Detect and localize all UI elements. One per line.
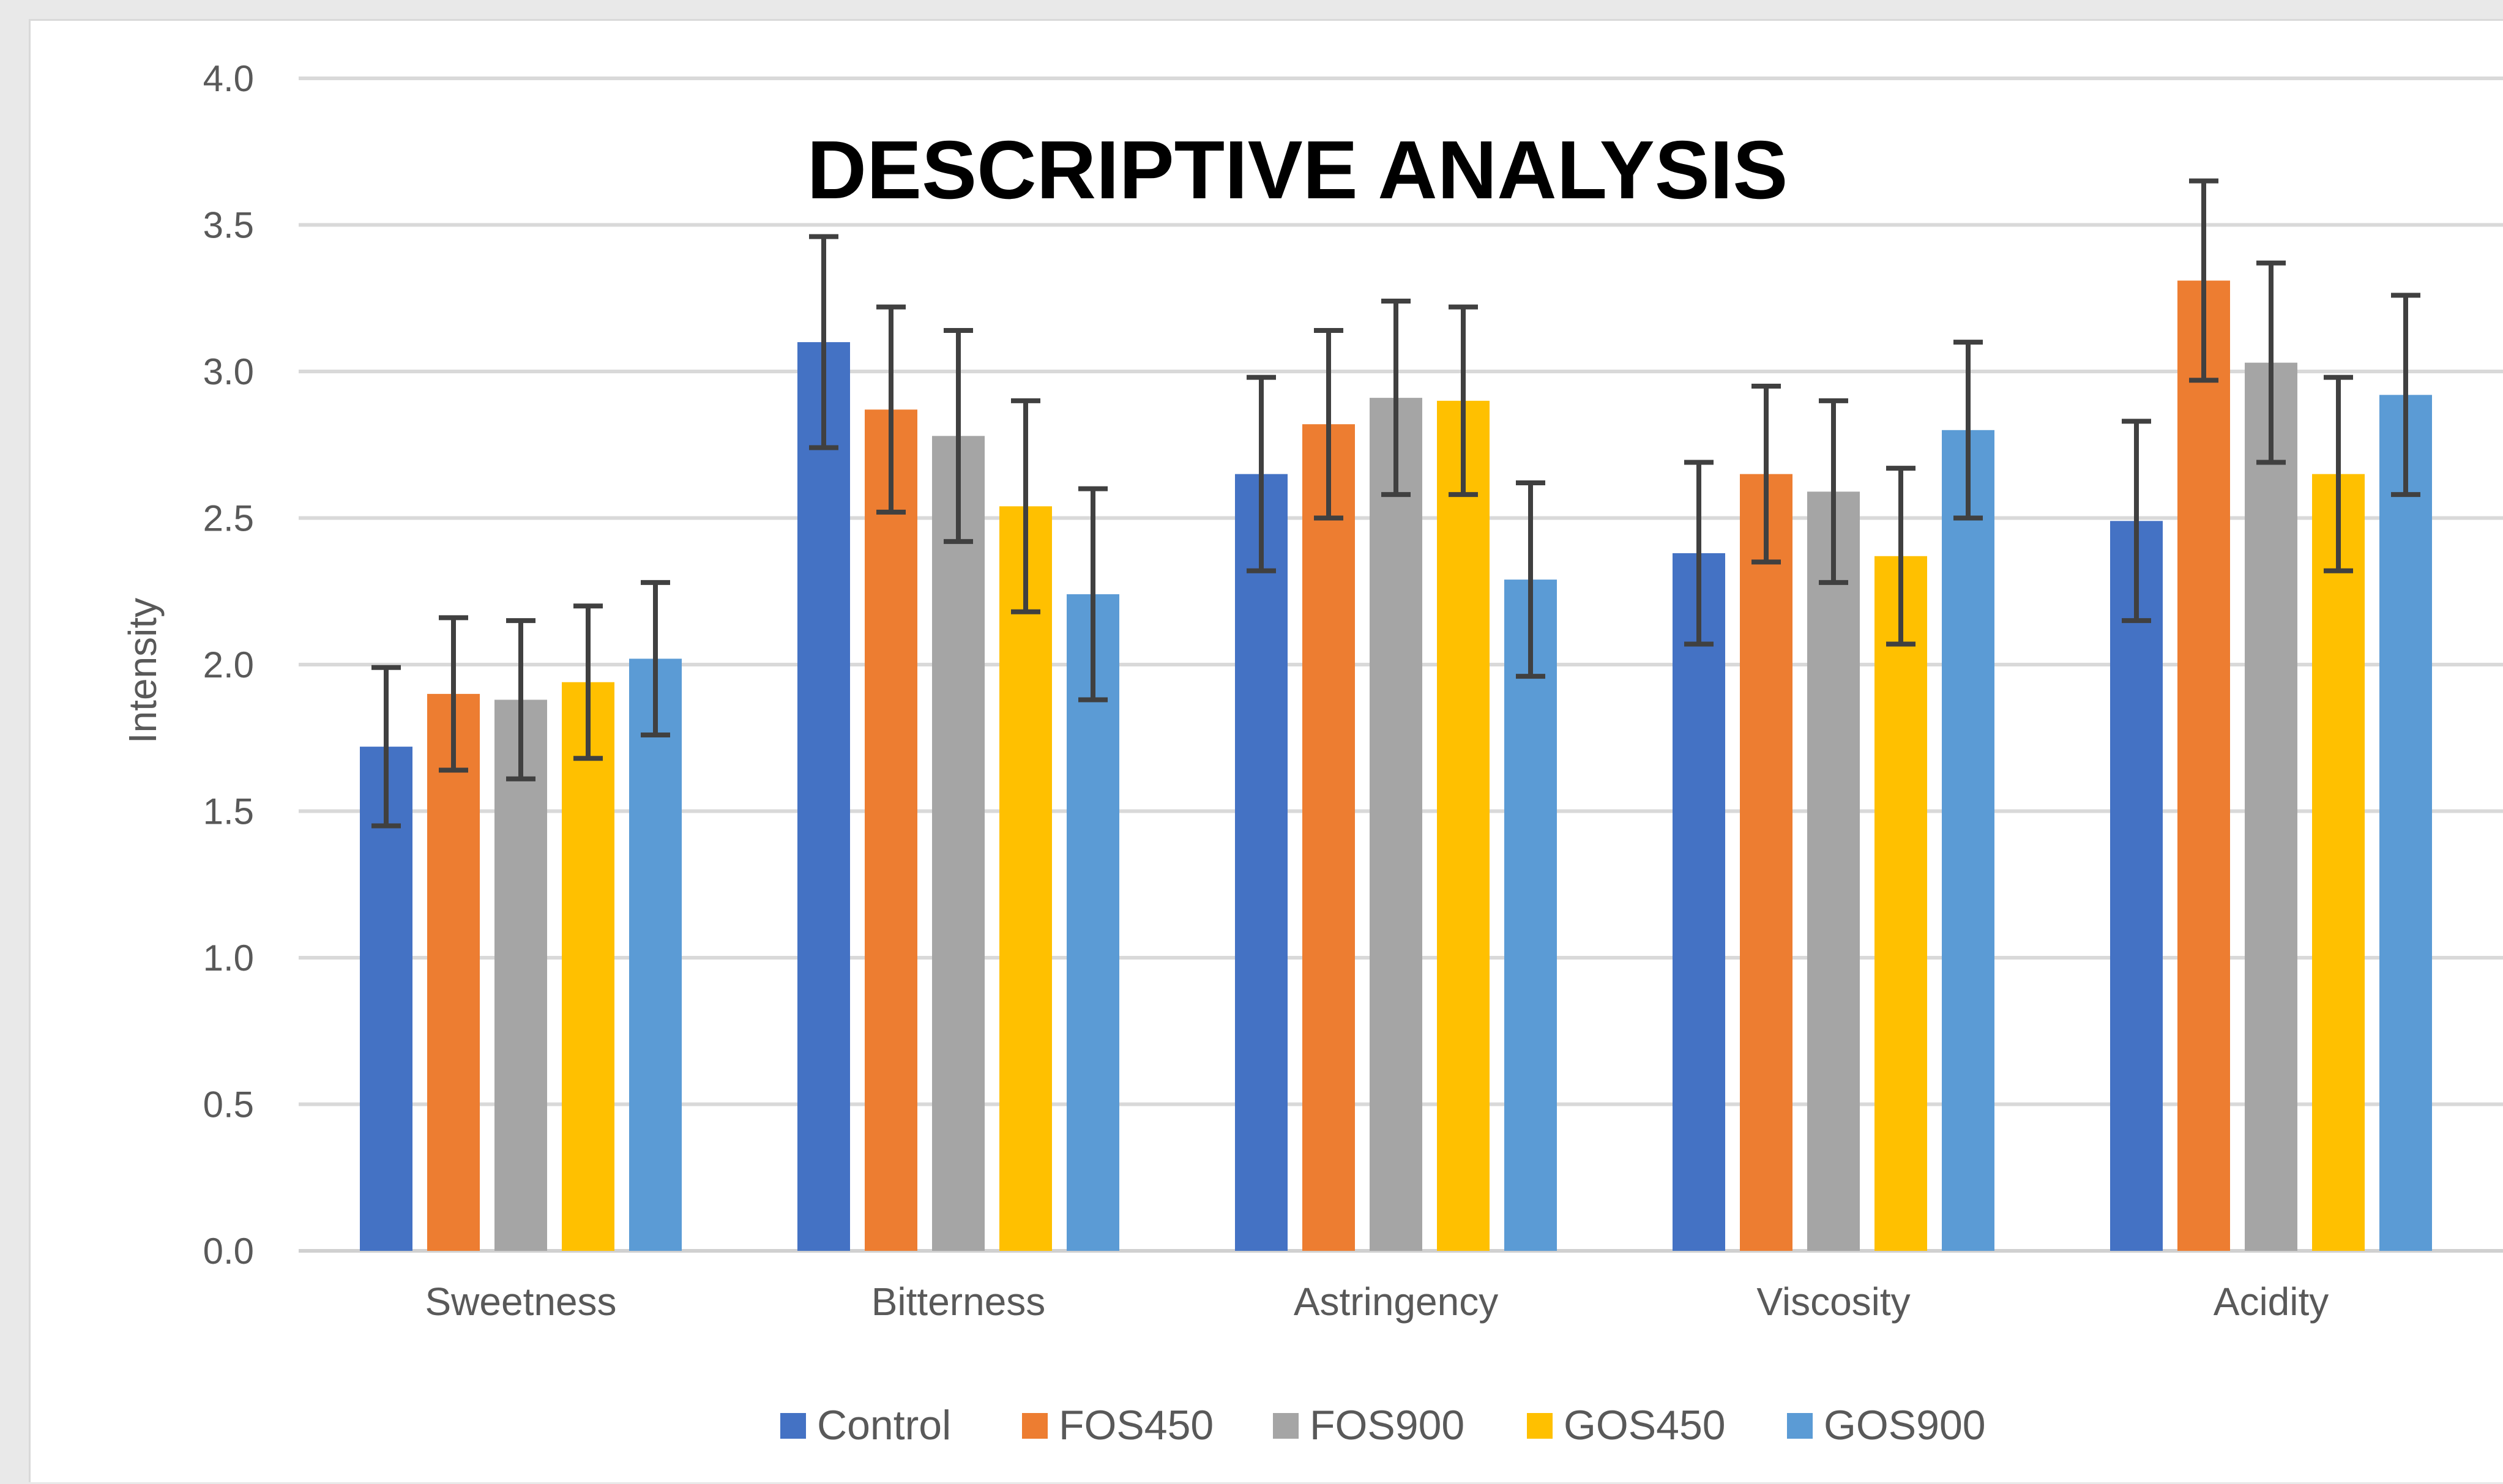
bar (1370, 398, 1422, 1251)
legend-swatch (780, 1413, 806, 1439)
bar (932, 436, 985, 1251)
bar (427, 693, 480, 1251)
legend-item: FOS900 (1273, 1402, 1464, 1449)
error-bar (1381, 299, 1411, 498)
chart-canvas: 0.0 0.5 1.0 1.5 2.0 2.5 3.0 3.5 4.0 Sweetness Bit… (121, 58, 2503, 1449)
legend-swatch (1787, 1413, 1813, 1439)
bar (2379, 395, 2432, 1251)
x-category-label: Sweetness (425, 1280, 616, 1324)
error-bar (944, 327, 973, 544)
error-bar (573, 603, 603, 761)
y-tick-label: 0.5 (203, 1084, 254, 1125)
error-bar (371, 665, 401, 829)
legend-swatch (1527, 1413, 1553, 1439)
bar (1235, 474, 1288, 1251)
bar (494, 699, 547, 1251)
bar (1807, 491, 1860, 1251)
error-bar (1751, 383, 1781, 565)
error-bar (2324, 375, 2353, 573)
error-bar (1078, 486, 1108, 703)
legend-label: GOS450 (1564, 1402, 1726, 1449)
error-bar (641, 580, 670, 737)
legend-label: Control (817, 1402, 951, 1449)
bar (797, 342, 850, 1251)
error-bar (876, 304, 906, 515)
error-bar (506, 618, 535, 781)
error-bar (2122, 419, 2151, 624)
legend-label: FOS900 (1310, 1402, 1464, 1449)
x-category-label: Viscosity (1756, 1280, 1910, 1324)
x-category-label: Bitterness (871, 1280, 1046, 1324)
error-bar (1247, 375, 1276, 573)
legend-item: GOS450 (1527, 1402, 1726, 1449)
y-tick-label: 4.0 (203, 58, 254, 99)
y-tick-label: 0.0 (203, 1231, 254, 1272)
bar (2312, 474, 2365, 1251)
error-bar (439, 615, 468, 773)
x-category-label: Astringency (1294, 1280, 1498, 1324)
error-bar (809, 234, 838, 450)
bar (2245, 362, 2297, 1251)
y-axis-title: Intensity (121, 598, 165, 744)
bar (629, 658, 682, 1251)
bar (360, 747, 412, 1251)
y-axis-ticks: 0.0 0.5 1.0 1.5 2.0 2.5 3.0 3.5 4.0 (203, 58, 254, 1272)
error-bar (2391, 293, 2420, 498)
y-tick-label: 1.0 (203, 938, 254, 979)
bar (1673, 553, 1725, 1251)
legend: Control FOS450 FOS900 GOS450 GOS900 (780, 1402, 1986, 1449)
error-bar (1819, 398, 1848, 585)
bar (999, 506, 1052, 1251)
error-bar (1011, 398, 1040, 614)
error-bar (1449, 304, 1478, 498)
legend-item: Control (780, 1402, 951, 1449)
y-tick-label: 1.5 (203, 791, 254, 832)
bar (1437, 400, 1490, 1251)
bar (2110, 521, 2163, 1251)
error-bars (371, 178, 2420, 829)
legend-label: GOS900 (1824, 1402, 1986, 1449)
error-bar (1516, 480, 1545, 679)
bar (1302, 424, 1355, 1251)
chart-frame: 0.0 0.5 1.0 1.5 2.0 2.5 3.0 3.5 4.0 Sweetness Bit… (29, 19, 2503, 1482)
bar (1740, 474, 1792, 1251)
legend-label: FOS450 (1059, 1402, 1214, 1449)
error-bar (1886, 466, 1915, 647)
y-tick-label: 2.5 (203, 498, 254, 539)
y-tick-label: 3.0 (203, 351, 254, 392)
bar (562, 682, 614, 1251)
error-bar (2256, 260, 2286, 465)
legend-item: FOS450 (1022, 1402, 1214, 1449)
bar (865, 409, 917, 1251)
x-category-label: Acidity (2214, 1280, 2329, 1324)
y-tick-label: 2.0 (203, 644, 254, 685)
y-tick-label: 3.5 (203, 205, 254, 246)
legend-swatch (1022, 1413, 1048, 1439)
bar (1942, 430, 1994, 1251)
chart-title: DESCRIPTIVE ANALYSIS (807, 124, 1788, 216)
bar (2177, 280, 2230, 1251)
legend-swatch (1273, 1413, 1299, 1439)
error-bar (2189, 178, 2218, 383)
bar (1067, 594, 1119, 1251)
error-bar (1953, 340, 1983, 521)
error-bar (1314, 327, 1343, 521)
error-bar (1684, 460, 1714, 647)
bars (360, 280, 2432, 1251)
x-axis-categories: Sweetness Bitterness Astringency Viscosity A… (425, 1280, 2329, 1324)
bar (1874, 556, 1927, 1251)
legend-item: GOS900 (1787, 1402, 1986, 1449)
bar (1504, 580, 1557, 1251)
